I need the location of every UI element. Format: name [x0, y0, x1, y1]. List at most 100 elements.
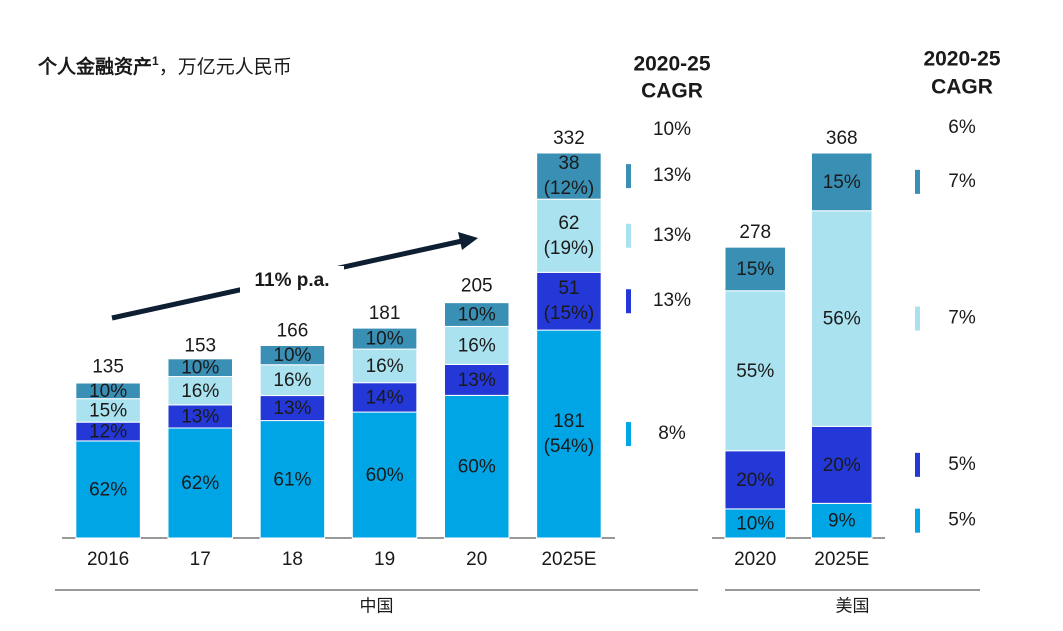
bar-segment — [259, 345, 326, 366]
title-unit: ，万亿元人民币 — [159, 56, 292, 78]
bar-segment — [351, 327, 418, 350]
segment-label: 10% — [273, 345, 311, 366]
bar-segment — [536, 152, 602, 200]
segment-label: 10% — [366, 329, 404, 350]
x-tick-label: 19 — [374, 549, 395, 570]
segment-label: (54%) — [544, 436, 595, 457]
segment-label: 9% — [828, 511, 856, 532]
growth-annotation: 11% p.a. — [255, 270, 330, 291]
series-cagr: 5% — [948, 510, 976, 531]
total-cagr: 6% — [948, 117, 976, 138]
x-tick-label: 2025E — [541, 549, 596, 570]
segment-label: 55% — [736, 361, 774, 382]
total-label: 332 — [553, 128, 585, 149]
bar-segment — [536, 198, 602, 273]
bar-segment — [724, 246, 787, 292]
bar-segment — [810, 425, 873, 504]
cagr-marker — [915, 306, 920, 331]
series-cagr: 5% — [948, 454, 976, 475]
bar-segment — [351, 382, 418, 413]
x-tick-label: 2020 — [734, 549, 776, 570]
segment-label: 10% — [89, 381, 127, 402]
x-tick-label: 20 — [466, 549, 487, 570]
segment-label: 10% — [458, 305, 496, 326]
segment-label: 16% — [366, 356, 404, 377]
cagr-marker — [915, 452, 920, 477]
segment-label: 15% — [736, 259, 774, 280]
segment-label: 16% — [458, 335, 496, 356]
segment-amount: 62 — [558, 213, 579, 234]
segment-label: 13% — [273, 398, 311, 419]
segment-label: 13% — [181, 406, 219, 427]
bar-segment — [259, 395, 326, 422]
segment-amount: 51 — [558, 278, 579, 299]
title-main: 个人金融资产 — [37, 55, 152, 78]
segment-label: 10% — [736, 513, 774, 534]
cagr-header: 2020-25 — [633, 53, 710, 76]
x-tick-label: 2025E — [814, 549, 869, 570]
bar-segment — [810, 152, 873, 212]
series-cagr: 7% — [948, 171, 976, 192]
x-tick-label: 17 — [190, 549, 211, 570]
bar-segment — [536, 329, 602, 539]
segment-label: 16% — [273, 370, 311, 391]
bar-segment — [810, 502, 873, 539]
total-cagr: 10% — [653, 119, 691, 140]
series-cagr: 7% — [948, 308, 976, 329]
group-label: 中国 — [360, 596, 394, 615]
total-label: 153 — [184, 336, 216, 357]
total-label: 166 — [277, 321, 309, 342]
bar-segment — [443, 302, 510, 327]
total-label: 181 — [369, 303, 401, 324]
cagr-marker — [915, 169, 920, 194]
segment-label: 15% — [89, 400, 127, 421]
segment-label: (12%) — [544, 178, 595, 199]
chart-title: 个人金融资产1，万亿元人民币 — [37, 54, 292, 78]
x-tick-label: 2016 — [87, 549, 129, 570]
bar-segment — [810, 210, 873, 427]
segment-label: 60% — [366, 465, 404, 486]
segment-label: 62% — [181, 473, 219, 494]
segment-label: 12% — [89, 422, 127, 443]
segment-label: 60% — [458, 457, 496, 478]
bar-segment — [167, 427, 234, 539]
segment-label: 16% — [181, 381, 219, 402]
segment-label: (15%) — [544, 303, 595, 324]
segment-label: 61% — [273, 469, 311, 490]
cagr-marker — [626, 422, 631, 447]
total-label: 205 — [461, 275, 493, 296]
total-label: 368 — [826, 128, 858, 149]
bar-segment — [167, 376, 234, 406]
bar-segment — [536, 271, 602, 331]
segment-label: 62% — [89, 479, 127, 500]
bar-segment — [351, 411, 418, 539]
segment-label: 20% — [823, 455, 861, 476]
bar-segment — [259, 420, 326, 539]
cagr-marker — [626, 164, 631, 189]
series-cagr: 13% — [653, 225, 691, 246]
cagr-header: 2020-25 — [923, 48, 1000, 71]
segment-label: 56% — [823, 309, 861, 330]
segment-label: (19%) — [544, 238, 595, 259]
bar-segment — [351, 348, 418, 384]
segment-label: 20% — [736, 470, 774, 491]
total-label: 278 — [739, 222, 771, 243]
bar-segment — [724, 450, 787, 510]
cagr-marker — [626, 223, 631, 248]
series-cagr: 13% — [653, 165, 691, 186]
series-cagr: 13% — [653, 290, 691, 311]
cagr-marker — [915, 508, 920, 533]
arrow-head — [458, 232, 478, 250]
series-cagr: 8% — [658, 423, 686, 444]
cagr-header: CAGR — [931, 76, 993, 99]
segment-label: 14% — [366, 387, 404, 408]
bar-segment — [75, 382, 141, 400]
bar-segment — [724, 508, 787, 539]
x-tick-label: 18 — [282, 549, 303, 570]
cagr-marker — [626, 289, 631, 314]
title-sup: 1 — [152, 54, 159, 68]
segment-amount: 181 — [553, 411, 585, 432]
bar-segment — [443, 325, 510, 365]
total-label: 135 — [92, 356, 124, 377]
